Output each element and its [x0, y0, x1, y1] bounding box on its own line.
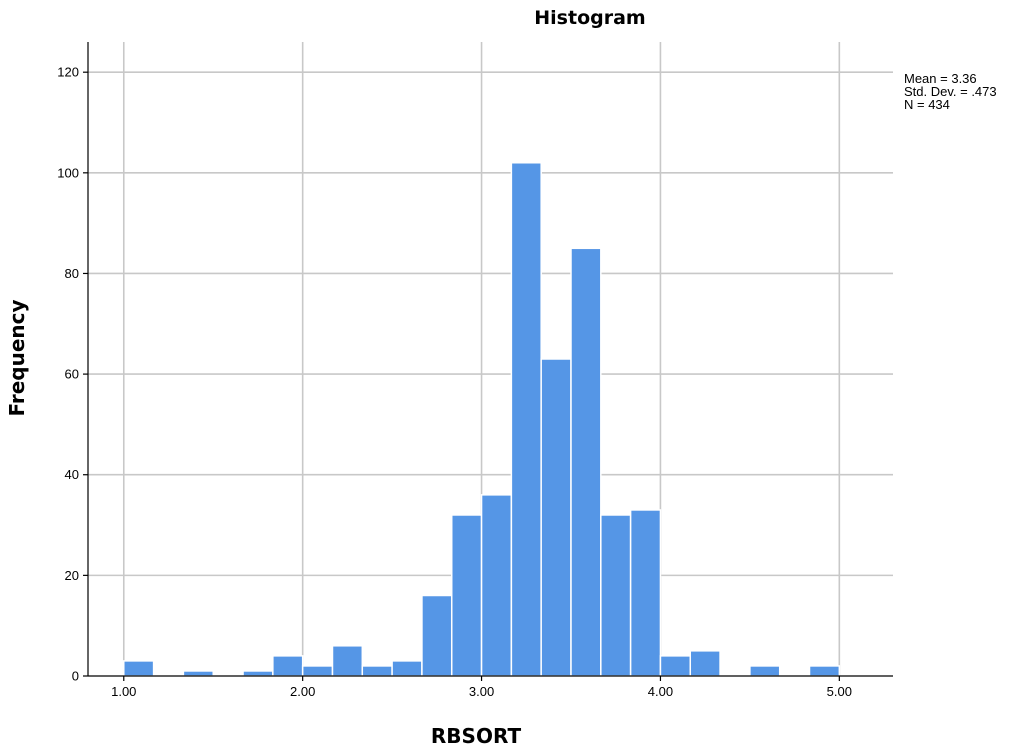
histogram-bar	[659, 655, 692, 677]
x-tick-label: 3.00	[469, 684, 494, 699]
histogram-bar	[182, 670, 214, 677]
histogram-bar	[600, 514, 632, 677]
std-dev-stat: Std. Dev. = .473	[904, 84, 997, 99]
y-tick-label: 40	[65, 467, 79, 482]
histogram-bar	[421, 594, 453, 677]
histogram-bar	[242, 670, 274, 677]
histogram-bar	[540, 358, 572, 677]
x-tick-label: 5.00	[827, 684, 852, 699]
n-stat: N = 434	[904, 97, 950, 112]
histogram-bar	[450, 514, 483, 677]
histogram-bar	[331, 645, 364, 677]
mean-stat: Mean = 3.36	[904, 71, 977, 86]
tick-labels: 0 20 40 60 80 100 120 1.00 2.00 3.00 4.00 5.00	[57, 65, 852, 699]
y-tick-label: 120	[57, 65, 79, 80]
histogram-bars	[123, 162, 841, 677]
x-tick-label: 2.00	[290, 684, 315, 699]
chart-title: Histogram	[534, 7, 645, 29]
y-tick-label: 60	[65, 367, 79, 382]
histogram-bar	[272, 655, 304, 677]
histogram-bar	[749, 665, 781, 677]
histogram-bar	[361, 665, 393, 677]
axes	[83, 42, 893, 681]
histogram-bar	[480, 494, 513, 677]
y-tick-label: 80	[65, 266, 79, 281]
histogram-bar	[570, 247, 602, 677]
y-tick-label: 100	[57, 165, 79, 180]
histogram-bar	[123, 660, 155, 677]
x-tick-label: 1.00	[111, 684, 136, 699]
y-tick-label: 20	[65, 568, 79, 583]
histogram-bar	[629, 509, 662, 677]
x-tick-label: 4.00	[648, 684, 673, 699]
histogram-bar	[391, 660, 423, 677]
y-axis-title: Frequency	[5, 299, 29, 416]
histogram-bar	[689, 650, 721, 677]
histogram-bar	[510, 162, 542, 677]
y-tick-label: 0	[72, 669, 79, 684]
summary-statistics: Mean = 3.36 Std. Dev. = .473 N = 434	[904, 71, 997, 112]
histogram-bar	[301, 665, 334, 677]
x-axis-title: RBSORT	[431, 724, 522, 748]
histogram-bar	[808, 665, 841, 677]
